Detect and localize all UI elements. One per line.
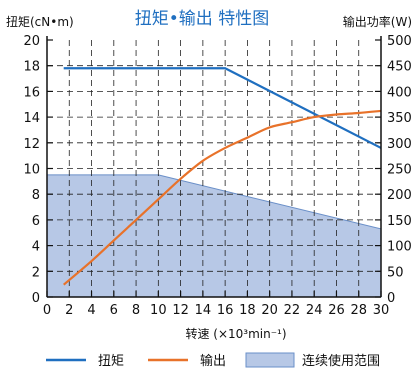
y-right-tick-label: 500 — [387, 34, 412, 49]
x-tick-label: 14 — [195, 303, 212, 318]
x-tick-label: 30 — [373, 303, 390, 318]
legend-range-label: 连续使用范围 — [302, 353, 380, 369]
y-left-tick-label: 8 — [32, 188, 40, 203]
x-axis-title: 转速 (×10³min⁻¹) — [185, 326, 286, 341]
x-tick-label: 22 — [284, 303, 301, 318]
y-axis-left-title: 扭矩(cN•m) — [6, 15, 74, 29]
x-tick-label: 0 — [43, 303, 51, 318]
y-right-tick-label: 350 — [387, 111, 412, 126]
axes: 0246810121416182005010015020025030035040… — [23, 34, 411, 318]
y-left-tick-label: 0 — [32, 291, 40, 306]
x-tick-label: 28 — [350, 303, 367, 318]
continuous-range-area — [46, 174, 382, 298]
y-left-tick-label: 16 — [23, 85, 40, 100]
y-right-tick-label: 300 — [387, 137, 412, 152]
y-right-tick-label: 400 — [387, 85, 412, 100]
x-tick-label: 8 — [132, 303, 140, 318]
y-right-tick-label: 250 — [387, 163, 412, 178]
legend: 扭矩 输出 连续使用范围 — [46, 352, 380, 369]
y-left-tick-label: 12 — [23, 137, 40, 152]
y-right-tick-label: 450 — [387, 60, 412, 75]
x-tick-label: 10 — [150, 303, 167, 318]
x-tick-label: 20 — [261, 303, 278, 318]
y-left-tick-label: 18 — [23, 60, 40, 75]
x-tick-label: 6 — [110, 303, 118, 318]
y-axis-right-title: 输出功率(W) — [343, 14, 412, 29]
y-left-tick-label: 6 — [32, 214, 40, 229]
torque-line — [63, 67, 382, 149]
y-right-tick-label: 150 — [387, 214, 412, 229]
y-right-tick-label: 100 — [387, 240, 412, 255]
x-tick-label: 24 — [306, 303, 323, 318]
y-left-tick-label: 20 — [23, 34, 40, 49]
y-left-tick-label: 2 — [32, 265, 40, 280]
grid — [47, 40, 381, 297]
series-layer — [62, 67, 382, 286]
y-left-tick-label: 14 — [23, 111, 40, 126]
y-right-tick-label: 200 — [387, 188, 412, 203]
x-tick-label: 16 — [217, 303, 234, 318]
y-left-tick-label: 4 — [32, 240, 40, 255]
y-left-tick-label: 10 — [23, 163, 40, 178]
x-tick-label: 26 — [328, 303, 345, 318]
legend-range-swatch — [245, 352, 295, 368]
chart-title: 扭矩•输出 特性图 — [135, 9, 269, 29]
x-tick-label: 4 — [87, 303, 95, 318]
x-tick-label: 2 — [65, 303, 73, 318]
y-right-tick-label: 50 — [387, 265, 404, 280]
legend-torque-label: 扭矩 — [98, 354, 124, 369]
x-tick-label: 12 — [172, 303, 189, 318]
output-line — [62, 109, 382, 286]
legend-output-label: 输出 — [200, 353, 226, 369]
x-tick-label: 18 — [239, 303, 256, 318]
y-right-tick-label: 0 — [387, 291, 395, 306]
continuous-range-layer — [46, 174, 382, 298]
